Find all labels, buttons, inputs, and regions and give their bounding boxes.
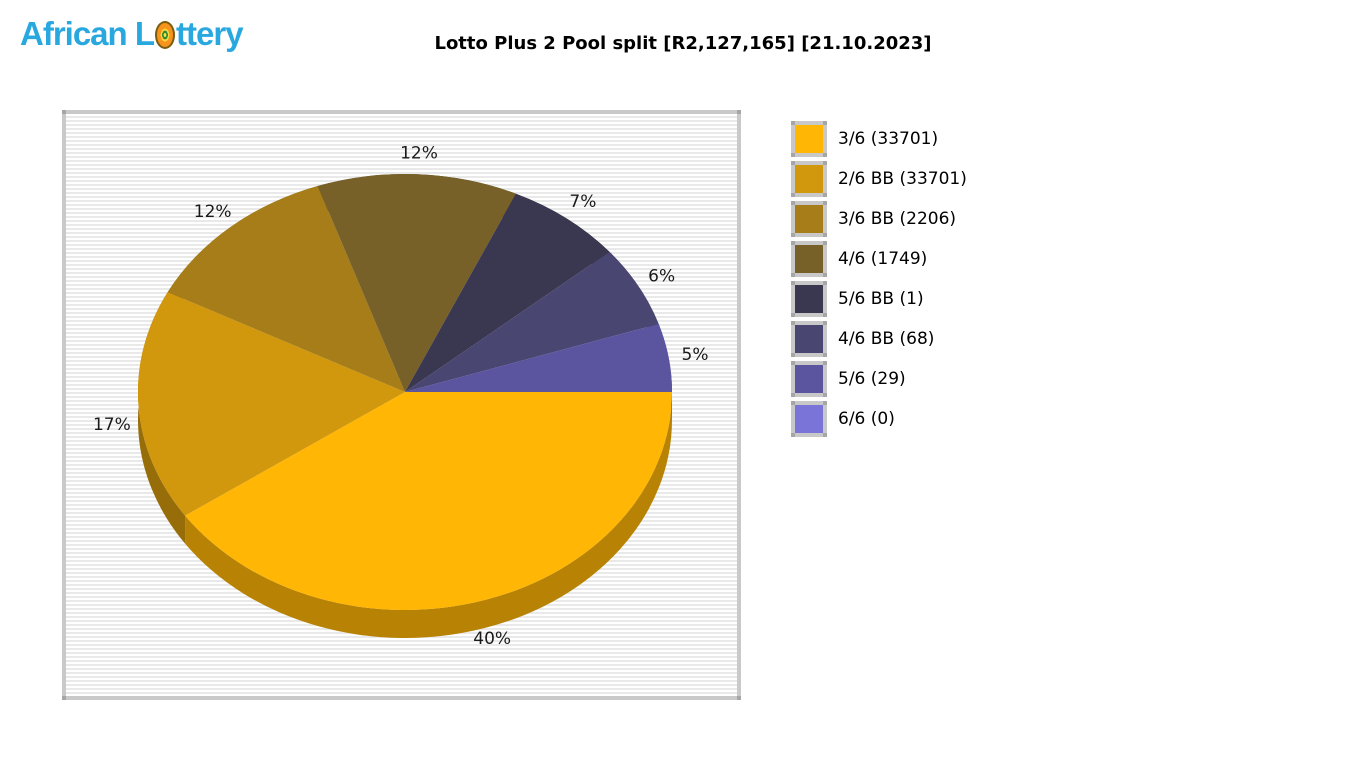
pie-slice	[317, 174, 516, 392]
legend-item-3-6: 3/6 (33701)	[791, 121, 967, 157]
pie-slice	[137, 292, 405, 516]
lottery-ball-icon	[155, 21, 176, 49]
legend-swatch	[791, 201, 827, 237]
plot-area: 40% 17% 12% 12% 7% 6% 5%	[62, 110, 741, 700]
pie-percent-label: 5%	[682, 345, 709, 365]
pie-percent-label: 17%	[93, 415, 131, 435]
legend: 3/6 (33701) 2/6 BB (33701) 3/6 BB (2206) 4/…	[791, 121, 967, 441]
legend-swatch	[791, 121, 827, 157]
page-title: Lotto Plus 2 Pool split [R2,127,165] [21…	[434, 33, 932, 54]
legend-label: 4/6 (1749)	[838, 249, 928, 269]
plot-corner	[62, 696, 66, 700]
pie-slice	[405, 323, 672, 392]
legend-item-3-6-bb: 3/6 BB (2206)	[791, 201, 967, 237]
pie-percent-label: 12%	[400, 143, 438, 163]
pie-slice	[185, 392, 672, 610]
legend-label: 6/6 (0)	[838, 409, 895, 429]
legend-label: 4/6 BB (68)	[838, 329, 935, 349]
legend-item-5-6-bb: 5/6 BB (1)	[791, 281, 967, 317]
legend-label: 5/6 BB (1)	[838, 289, 924, 309]
legend-item-4-6-bb: 4/6 BB (68)	[791, 321, 967, 357]
logo-text-after: ttery	[176, 15, 244, 52]
pie-chart: 40% 17% 12% 12% 7% 6% 5%	[93, 143, 709, 649]
pie-percent-label: 6%	[648, 266, 675, 286]
pie-slice	[167, 185, 405, 392]
legend-item-6-6: 6/6 (0)	[791, 401, 967, 437]
logo[interactable]: African L ttery	[20, 12, 244, 56]
legend-label: 3/6 BB (2206)	[838, 209, 957, 229]
pie-slice	[405, 251, 659, 392]
legend-swatch	[791, 321, 827, 357]
pie-percent-label: 7%	[569, 192, 596, 212]
legend-item-4-6: 4/6 (1749)	[791, 241, 967, 277]
pie-slice	[185, 392, 672, 638]
legend-swatch	[791, 161, 827, 197]
legend-item-5-6: 5/6 (29)	[791, 361, 967, 397]
pie-slice	[405, 193, 610, 392]
legend-item-2-6-bb: 2/6 BB (33701)	[791, 161, 967, 197]
plot-corner	[737, 110, 741, 114]
legend-swatch	[791, 401, 827, 437]
plot-corner	[62, 110, 66, 114]
legend-label: 3/6 (33701)	[838, 129, 939, 149]
logo-text-before: African L	[20, 15, 155, 52]
legend-label: 5/6 (29)	[838, 369, 906, 389]
legend-swatch	[791, 361, 827, 397]
legend-swatch	[791, 281, 827, 317]
legend-label: 2/6 BB (33701)	[838, 169, 967, 189]
plot-corner	[737, 696, 741, 700]
pie-percent-label: 40%	[473, 629, 511, 649]
legend-swatch	[791, 241, 827, 277]
pie-percent-label: 12%	[194, 202, 232, 222]
